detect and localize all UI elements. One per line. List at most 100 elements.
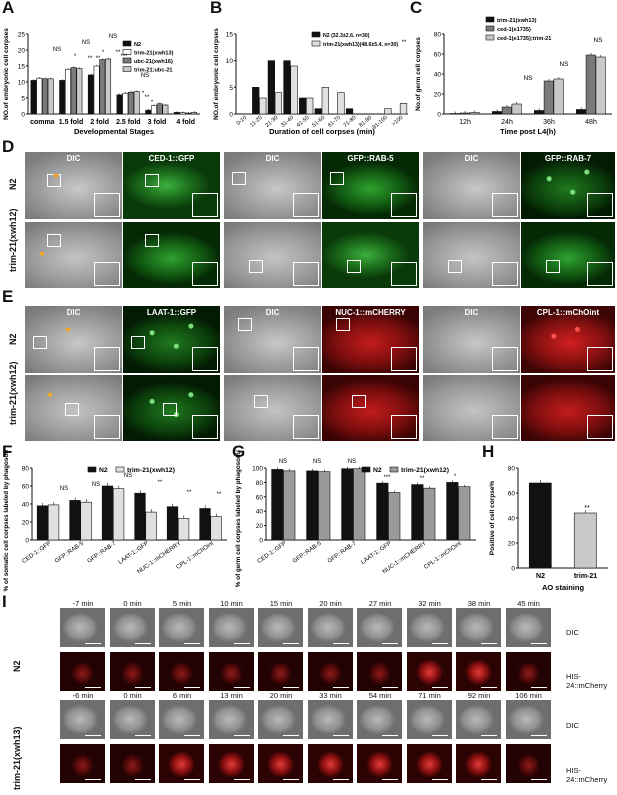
y-axis-title: % of germ cell corpses labeled by phagos… xyxy=(235,450,242,587)
scale-bar xyxy=(85,779,101,780)
timelapse-dic-frame xyxy=(505,608,551,647)
y-axis-title: % of somatic cell corpses labeled by pha… xyxy=(3,450,10,591)
row-label-n2-d: N2 xyxy=(8,178,18,190)
y-tick-label: 0 xyxy=(437,112,441,119)
timelapse-dic-frame xyxy=(406,700,452,739)
scale-bar xyxy=(481,643,497,644)
inset xyxy=(492,193,518,217)
timelapse-dic-frame xyxy=(159,700,204,739)
timelapse-mcherry-frame xyxy=(456,652,501,691)
bar xyxy=(388,492,401,541)
micrograph-e-mut-dic3 xyxy=(423,375,520,441)
timelapse-dic-frame xyxy=(307,700,353,739)
x-tick-label: 4 fold xyxy=(176,119,195,126)
significance-label: NS xyxy=(279,459,287,465)
inset xyxy=(192,347,218,371)
scale-bar xyxy=(332,687,349,688)
zoom-box xyxy=(254,395,268,408)
significance-label: ** xyxy=(584,505,590,512)
bar xyxy=(112,488,125,541)
inset xyxy=(94,193,120,217)
timelapse-dic-frame xyxy=(60,608,105,647)
micrograph-d-mut-dic1 xyxy=(25,222,122,288)
legend-label: N2 xyxy=(373,467,382,474)
bar xyxy=(576,109,587,115)
timelapse-mcherry-frame xyxy=(60,744,105,783)
bar xyxy=(162,104,169,115)
timelapse-dic-frame xyxy=(307,608,353,647)
x-axis-title: Duration of cell corpses (min) xyxy=(269,127,375,136)
zoom-box xyxy=(33,336,47,349)
y-tick-label: 10 xyxy=(226,58,234,65)
scale-bar xyxy=(184,735,200,736)
panel-label-f: F xyxy=(2,442,13,461)
bar xyxy=(199,508,211,541)
scale-bar xyxy=(530,779,547,780)
bar xyxy=(36,77,43,115)
scale-bar xyxy=(134,643,151,644)
inset xyxy=(94,415,120,439)
significance-label: * xyxy=(151,100,154,106)
y-tick-label: 10 xyxy=(18,80,26,87)
bar xyxy=(376,482,389,541)
inset xyxy=(492,347,518,371)
timelapse-mcherry-frame xyxy=(109,652,155,691)
scale-bar xyxy=(134,735,151,736)
zoom-box xyxy=(131,336,145,349)
timelapse-dic-frame xyxy=(159,608,204,647)
zoom-box xyxy=(546,260,560,273)
scale-bar xyxy=(382,687,398,688)
y-tick-label: 40 xyxy=(256,509,264,516)
significance-label: ** xyxy=(116,50,121,56)
legend-label: N2 xyxy=(134,42,141,48)
x-tick-label: 3 fold xyxy=(148,119,167,126)
significance-label: *** xyxy=(383,475,391,481)
bar xyxy=(166,506,179,541)
significance-label: NS xyxy=(523,75,533,82)
caption: DIC xyxy=(265,154,280,163)
significance-label: NS xyxy=(313,459,321,465)
y-tick-label: 5 xyxy=(229,85,233,92)
timelapse-mcherry-frame xyxy=(159,652,204,691)
y-tick-label: 60 xyxy=(22,484,30,491)
zoom-box xyxy=(47,234,61,247)
row-label-n2-e: N2 xyxy=(8,333,18,345)
bar xyxy=(446,482,459,541)
timelapse-mcherry-frame xyxy=(456,744,501,783)
row-label-xwh12-d: trim-21(xwh12) xyxy=(8,208,18,272)
bar xyxy=(449,113,460,115)
row-label-n2-i: N2 xyxy=(12,660,22,672)
panel-label-b: B xyxy=(210,0,223,17)
zoom-box xyxy=(330,172,344,185)
arrowhead-icon xyxy=(47,393,53,398)
inset xyxy=(192,262,218,286)
micrograph-e-mut-dic1 xyxy=(25,375,122,441)
bar xyxy=(283,470,296,541)
timepoint-label: 27 min xyxy=(368,599,392,608)
bar xyxy=(511,103,522,115)
micrograph-d-n2-dic2: DIC xyxy=(224,152,321,219)
bar xyxy=(528,482,552,569)
caption: LAAT-1::GFP xyxy=(146,308,197,317)
inset xyxy=(293,347,319,371)
x-tick-label: GFP::RAB-5 xyxy=(292,540,323,564)
x-axis-title: Developmental Stages xyxy=(74,127,154,136)
timepoint-label: 5 min xyxy=(172,599,192,608)
y-tick-label: 100 xyxy=(252,466,263,473)
bar xyxy=(122,92,129,115)
micrograph-d-n2-dic1: DIC xyxy=(25,152,122,219)
y-tick-label: 80 xyxy=(434,32,442,39)
y-tick-label: 60 xyxy=(434,52,442,59)
legend-label: trim-21(xwh13) xyxy=(134,51,174,57)
bar xyxy=(321,87,329,115)
legend-label: N2 (32.3±2.6, n=30) xyxy=(323,33,370,39)
bar xyxy=(128,91,134,115)
timelapse-dic-frame xyxy=(109,608,155,647)
scale-bar xyxy=(233,687,250,688)
significance-label: NS xyxy=(593,37,603,44)
y-axis-title: NO.of embryonic cell corpses xyxy=(213,28,220,120)
timelapse-mcherry-frame xyxy=(505,744,551,783)
scale-bar xyxy=(530,687,547,688)
inset xyxy=(391,193,417,217)
zoom-box xyxy=(352,395,366,408)
